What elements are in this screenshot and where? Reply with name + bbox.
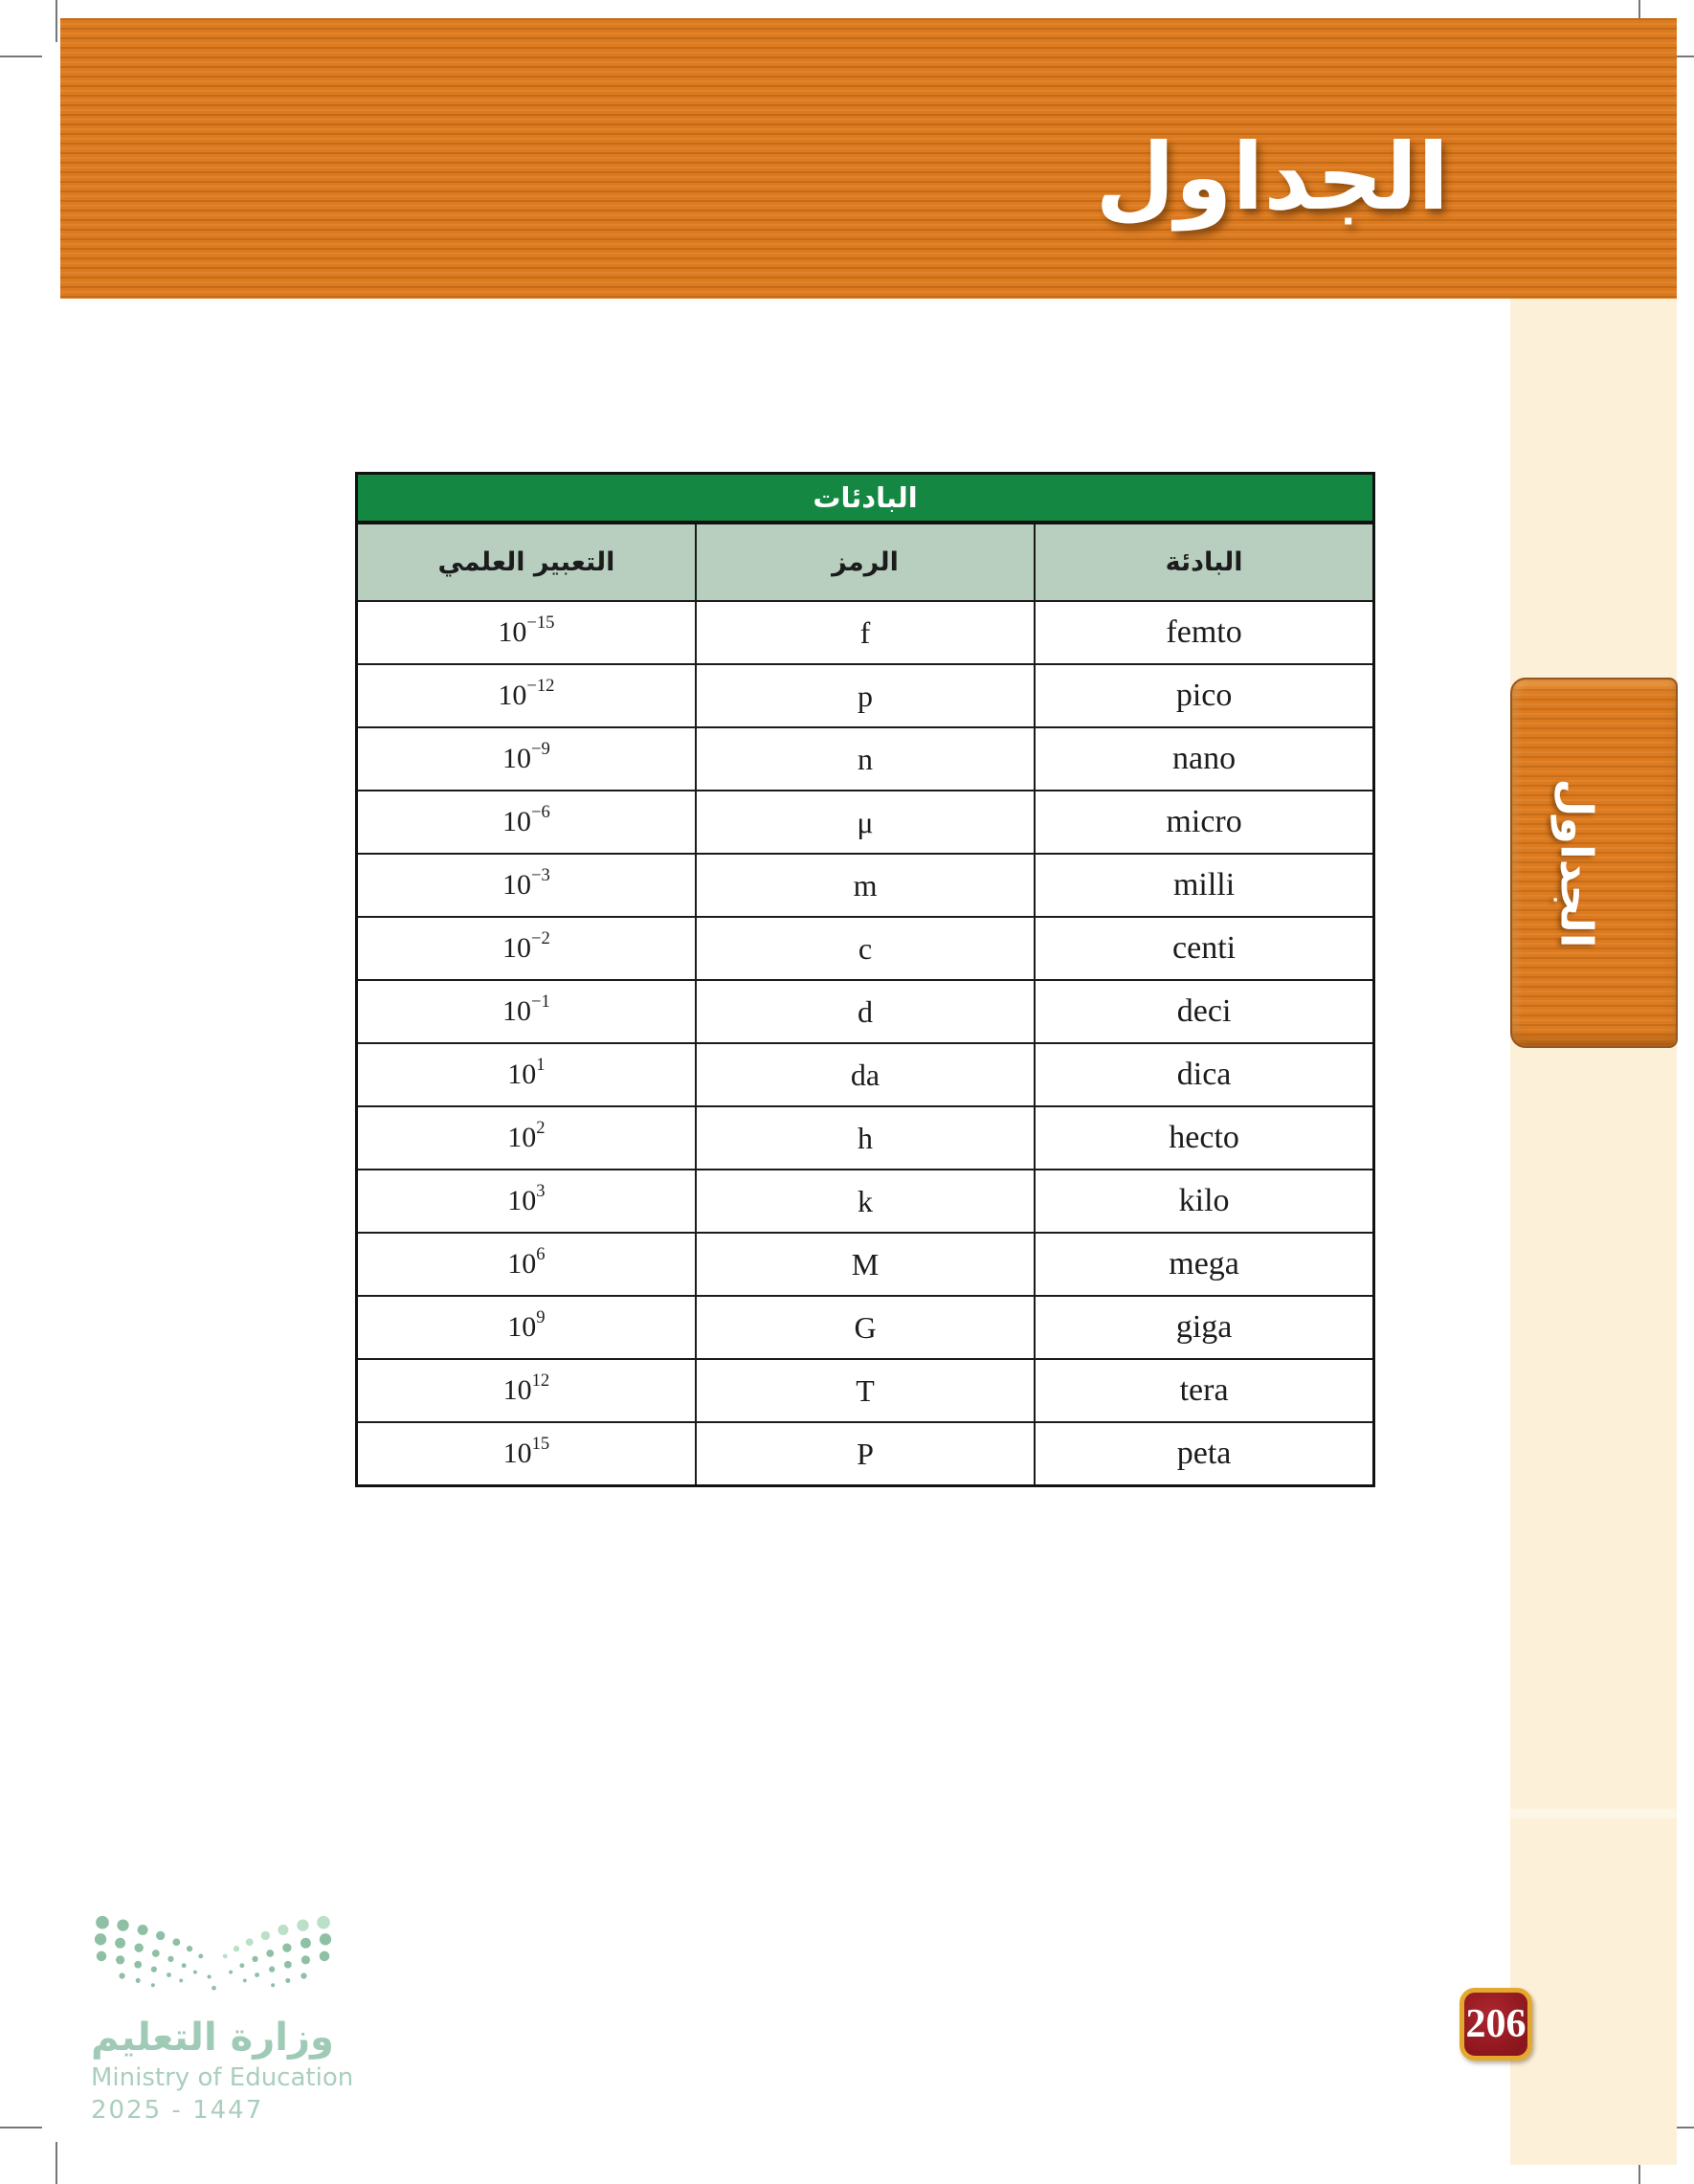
- cell-symbol: f: [694, 600, 1036, 665]
- cell-scientific-notation: 10−2: [355, 916, 697, 981]
- table-row: giga G 109: [355, 1295, 1375, 1360]
- cell-prefix: kilo: [1034, 1169, 1375, 1234]
- section-tab-label: الجداول: [1550, 777, 1603, 948]
- cell-scientific-notation: 10−1: [355, 979, 697, 1044]
- cell-prefix: mega: [1034, 1232, 1375, 1297]
- table-row: dica da 101: [355, 1042, 1375, 1107]
- cell-symbol: h: [694, 1105, 1036, 1170]
- cell-scientific-notation: 102: [355, 1105, 697, 1170]
- page-title: الجداول: [1095, 123, 1449, 231]
- cell-prefix: hecto: [1034, 1105, 1375, 1170]
- cell-scientific-notation: 101: [355, 1042, 697, 1107]
- cell-prefix: giga: [1034, 1295, 1375, 1360]
- table-row: nano n 10−9: [355, 726, 1375, 791]
- cell-prefix: peta: [1034, 1421, 1375, 1487]
- cell-prefix: centi: [1034, 916, 1375, 981]
- ministry-logo-years: 2025 - 1447: [91, 2096, 264, 2125]
- cell-prefix: dica: [1034, 1042, 1375, 1107]
- cell-symbol: da: [694, 1042, 1036, 1107]
- table-row: mega M 106: [355, 1232, 1375, 1297]
- cell-symbol: T: [694, 1358, 1036, 1423]
- cell-symbol: n: [694, 726, 1036, 791]
- cell-prefix: nano: [1034, 726, 1375, 791]
- cell-symbol: P: [694, 1421, 1036, 1487]
- ministry-name-arabic: وزارة التعليم: [91, 2016, 334, 2060]
- cell-prefix: pico: [1034, 663, 1375, 728]
- cell-symbol: c: [694, 916, 1036, 981]
- cell-prefix: micro: [1034, 790, 1375, 855]
- cell-scientific-notation: 1012: [355, 1358, 697, 1423]
- ministry-name-english: Ministry of Education: [91, 2063, 354, 2092]
- prefix-table-body: femto f 10−15 pico p 10−12 nano n 10−9 micro μ 10−6…: [355, 600, 1375, 1487]
- column-header-prefix: البادئة: [1034, 522, 1375, 602]
- table-row: pico p 10−12: [355, 663, 1375, 728]
- cell-scientific-notation: 103: [355, 1169, 697, 1234]
- table-row: tera T 1012: [355, 1358, 1375, 1423]
- cell-scientific-notation: 10−15: [355, 600, 697, 665]
- cell-scientific-notation: 10−6: [355, 790, 697, 855]
- table-header-row: البادئة الرمز التعبير العلمي: [355, 522, 1375, 602]
- table-row: kilo k 103: [355, 1169, 1375, 1234]
- cell-symbol: μ: [694, 790, 1036, 855]
- crop-mark: [0, 2127, 42, 2128]
- cell-symbol: G: [694, 1295, 1036, 1360]
- table-row: deci d 10−1: [355, 979, 1375, 1044]
- cell-scientific-notation: 10−3: [355, 853, 697, 918]
- table-row: femto f 10−15: [355, 600, 1375, 665]
- table-row: peta P 1015: [355, 1421, 1375, 1487]
- table-row: micro μ 10−6: [355, 790, 1375, 855]
- cell-symbol: k: [694, 1169, 1036, 1234]
- page-number-badge: 206: [1460, 1988, 1532, 2061]
- section-tab-tables[interactable]: الجداول: [1510, 678, 1678, 1048]
- cell-prefix: tera: [1034, 1358, 1375, 1423]
- cell-scientific-notation: 10−12: [355, 663, 697, 728]
- cell-prefix: deci: [1034, 979, 1375, 1044]
- sidebar-divider: [1510, 1809, 1677, 1818]
- table-caption: البادئات: [355, 472, 1375, 524]
- chapter-banner: الجداول: [60, 18, 1677, 299]
- table-row: milli m 10−3: [355, 853, 1375, 918]
- crop-mark: [56, 0, 57, 42]
- cell-prefix: femto: [1034, 600, 1375, 665]
- cell-scientific-notation: 10−9: [355, 726, 697, 791]
- cell-prefix: milli: [1034, 853, 1375, 918]
- cell-symbol: m: [694, 853, 1036, 918]
- prefixes-table: البادئات البادئة الرمز التعبير العلمي fe…: [355, 472, 1375, 1487]
- column-header-scientific: التعبير العلمي: [355, 522, 697, 602]
- crop-mark: [0, 56, 42, 57]
- column-header-symbol: الرمز: [694, 522, 1036, 602]
- side-margin-panel: [1510, 299, 1677, 2165]
- ministry-logo: وزارة التعليم Ministry of Education 2025…: [91, 1909, 354, 2125]
- table-caption-row: البادئات: [355, 472, 1375, 524]
- cell-scientific-notation: 1015: [355, 1421, 697, 1487]
- cell-symbol: d: [694, 979, 1036, 1044]
- cell-symbol: p: [694, 663, 1036, 728]
- page-number: 206: [1465, 2002, 1527, 2046]
- cell-symbol: M: [694, 1232, 1036, 1297]
- table-row: centi c 10−2: [355, 916, 1375, 981]
- ministry-logo-dots-icon: [94, 1915, 332, 1991]
- crop-mark: [56, 2142, 57, 2184]
- table-row: hecto h 102: [355, 1105, 1375, 1170]
- cell-scientific-notation: 109: [355, 1295, 697, 1360]
- cell-scientific-notation: 106: [355, 1232, 697, 1297]
